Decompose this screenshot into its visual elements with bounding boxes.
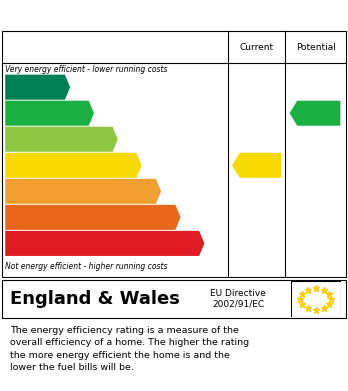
Polygon shape (5, 75, 70, 100)
Polygon shape (5, 127, 118, 152)
Text: (1-20): (1-20) (8, 240, 30, 247)
Text: B: B (78, 107, 87, 120)
Text: F: F (165, 211, 174, 224)
Text: The energy efficiency rating is a measure of the
overall efficiency of a home. T: The energy efficiency rating is a measur… (10, 326, 250, 372)
Text: A: A (54, 81, 64, 94)
Text: (21-38): (21-38) (8, 214, 35, 221)
Text: C: C (102, 133, 111, 146)
Text: Not energy efficient - higher running costs: Not energy efficient - higher running co… (5, 262, 168, 271)
Polygon shape (5, 153, 142, 178)
Text: England & Wales: England & Wales (10, 290, 180, 308)
Text: (69-80): (69-80) (8, 136, 35, 142)
Text: (55-68): (55-68) (8, 162, 35, 169)
Text: (39-54): (39-54) (8, 188, 35, 195)
Text: Very energy efficient - lower running costs: Very energy efficient - lower running co… (5, 65, 168, 74)
Text: Energy Efficiency Rating: Energy Efficiency Rating (10, 7, 220, 23)
Text: 62: 62 (252, 159, 269, 172)
Text: D: D (125, 159, 135, 172)
Text: Current: Current (239, 43, 274, 52)
Polygon shape (5, 179, 161, 204)
Text: E: E (146, 185, 155, 198)
Text: G: G (188, 237, 198, 250)
Text: Potential: Potential (296, 43, 336, 52)
Polygon shape (232, 153, 281, 178)
Polygon shape (5, 100, 94, 126)
Text: EU Directive
2002/91/EC: EU Directive 2002/91/EC (211, 289, 266, 309)
Text: 85: 85 (310, 107, 327, 120)
Polygon shape (5, 231, 204, 256)
Text: (81-91): (81-91) (8, 110, 35, 117)
Text: (92-100): (92-100) (8, 84, 39, 90)
Polygon shape (290, 100, 340, 126)
Polygon shape (5, 205, 181, 230)
